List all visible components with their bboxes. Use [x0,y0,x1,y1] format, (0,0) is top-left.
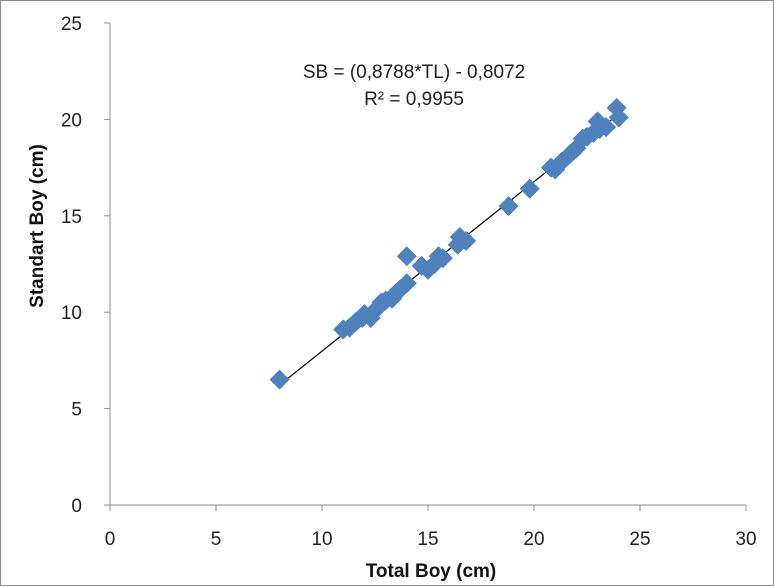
data-point [608,107,629,128]
data-point [596,117,617,138]
data-point [498,196,519,217]
trendline-equation: SB = (0,8788*TL) - 0,8072 [303,62,525,83]
data-point [432,248,453,269]
x-tick-label: 20 [523,529,544,550]
data-point [396,273,417,294]
r-squared-label: R² = 0,9955 [364,89,464,110]
x-tick-label: 30 [735,529,756,550]
x-tick-marks [109,505,747,511]
y-tick-label: 10 [61,303,82,324]
data-points [269,97,629,390]
x-tick-label: 15 [417,529,438,550]
x-tick-label: 0 [105,529,116,550]
x-tick-labels: 0 5 10 15 20 25 30 [105,529,757,550]
x-tick-label: 5 [211,529,222,550]
data-point [269,369,290,390]
y-tick-label: 5 [71,400,82,421]
data-point [519,178,540,199]
data-point [396,246,417,267]
y-tick-label: 20 [61,110,82,131]
data-point [456,230,477,251]
y-tick-label: 25 [61,14,82,35]
x-axis-title: Total Boy (cm) [366,561,497,582]
y-tick-label: 15 [61,207,82,228]
y-axis-title: Standart Boy (cm) [27,144,48,308]
x-tick-label: 10 [311,529,332,550]
y-tick-labels: 0 5 10 15 20 25 [61,14,82,517]
x-tick-label: 25 [629,529,650,550]
y-tick-label: 0 [71,496,82,517]
y-tick-marks [104,22,110,506]
